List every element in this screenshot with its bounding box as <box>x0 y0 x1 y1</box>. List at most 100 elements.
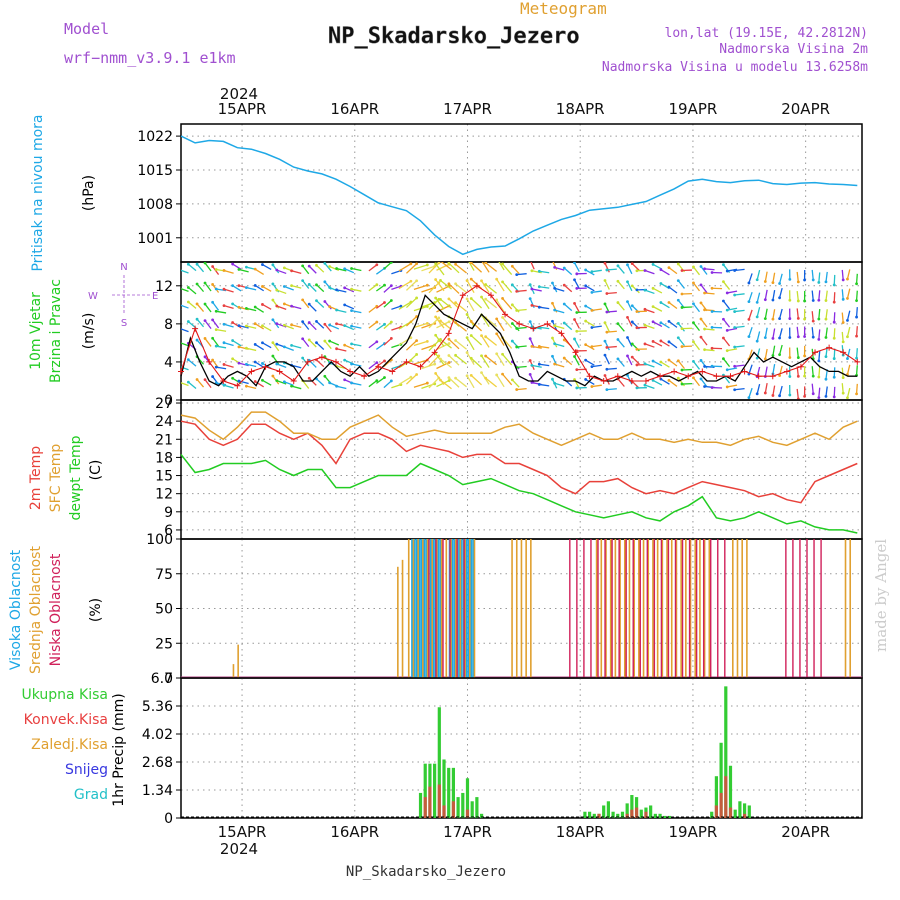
cloud-mid-bar <box>661 539 664 678</box>
wind-gust-marker <box>572 349 579 356</box>
precip-legend-item: Grad <box>74 787 108 803</box>
wind-arrow <box>531 364 542 368</box>
wind-arrow <box>772 309 776 320</box>
wind-arrow <box>383 300 392 308</box>
wind-arrow <box>421 286 435 293</box>
wind-arrow-head <box>350 342 353 346</box>
wind-arrow <box>436 321 450 329</box>
wind-arrow-head <box>553 324 557 328</box>
wind-arrow <box>485 355 498 366</box>
wind-arrow-head <box>551 281 554 285</box>
wind-arrow-head <box>454 262 457 266</box>
wind-arrow-head <box>575 368 579 372</box>
cloud-low-bar <box>799 539 801 678</box>
wind-arrow <box>413 382 428 388</box>
wind-arrow <box>246 325 257 329</box>
wind-arrow <box>846 348 851 359</box>
wind-arrow <box>573 338 580 349</box>
cloud-mid-bar <box>525 539 527 678</box>
wind-arrow <box>700 266 708 275</box>
wind-arrow-head <box>275 268 279 272</box>
precip-total-bar <box>602 805 606 818</box>
wind-arrow-head <box>434 296 438 300</box>
wind-arrow <box>302 280 310 289</box>
wind-arrow-head <box>553 265 557 269</box>
wind-arrow <box>722 358 731 367</box>
wind-arrow <box>778 308 783 319</box>
wind-arrow-head <box>480 279 483 283</box>
wind-arrow <box>764 382 768 394</box>
wind-arrow-head <box>271 318 275 322</box>
wind-arrow-head <box>528 283 532 287</box>
wind-arrow <box>704 292 715 295</box>
cloud-low-bar <box>632 539 634 678</box>
wind-arrow-head <box>515 309 519 312</box>
model-name: wrf−nmm_v3.9.1 e1km <box>64 49 236 67</box>
wind-arrow-head <box>603 374 607 377</box>
wind-arrow-head <box>803 394 806 398</box>
wind-arrow <box>391 305 402 310</box>
wind-arrow-head <box>575 349 579 353</box>
wind-arrow <box>440 379 452 390</box>
wind-arrow-head <box>211 358 215 362</box>
y-tick-label: 1008 <box>137 197 173 213</box>
wind-arrow-head <box>575 311 579 314</box>
credit: made by Angel <box>872 539 890 652</box>
wind-arrow-head <box>415 315 419 318</box>
wind-arrow <box>470 357 483 369</box>
wind-arrow-head <box>855 282 858 286</box>
wind-arrow-head <box>178 268 181 271</box>
wind-arrow-head <box>635 347 639 351</box>
wind-arrow-head <box>469 277 473 281</box>
wind-arrow-head <box>722 263 725 267</box>
wind-arrow <box>756 307 761 318</box>
wind-arrow <box>405 280 418 291</box>
cloud-mid-bar <box>642 539 645 678</box>
wind-arrow-head <box>343 378 347 382</box>
wind-arrow <box>727 290 738 294</box>
wind-arrow-head <box>630 342 634 346</box>
wind-arrow <box>181 271 182 273</box>
wind-arrow-head <box>725 291 729 295</box>
wind-arrow-head <box>222 383 226 387</box>
y-tick-label: 24 <box>155 414 173 430</box>
cloud-high-bar <box>420 539 423 678</box>
wind-arrow-head <box>383 301 386 304</box>
wind-arrow-head <box>178 365 181 368</box>
wind-arrow-head <box>495 317 499 321</box>
wind-arrow <box>440 338 452 349</box>
wind-arrow <box>181 269 189 274</box>
wind-arrow-head <box>350 309 353 313</box>
wind-arrow-head <box>510 264 514 268</box>
cloud-mid-bar <box>459 539 462 678</box>
wind-gust-marker <box>389 368 396 375</box>
wind-arrow-head <box>703 385 706 388</box>
wind-arrow-head <box>626 263 629 267</box>
wind-arrow-head <box>551 354 554 358</box>
wind-arrow-head <box>630 262 634 266</box>
wind-arrow <box>204 303 212 313</box>
wind-arrow-head <box>817 337 821 341</box>
wind-arrow-head <box>562 302 566 306</box>
wind-arrow-head <box>817 396 821 399</box>
wind-arrow-head <box>832 395 836 399</box>
wind-arrow-head <box>605 330 609 334</box>
precip-total-bar <box>475 797 479 818</box>
wind-arrow-head <box>584 319 588 323</box>
wind-arrow <box>511 323 520 332</box>
cloud-low-bar <box>463 539 465 678</box>
wind-arrow <box>284 324 294 330</box>
x-tick-label-top: 15APR <box>218 100 267 118</box>
wind-arrow <box>660 269 670 276</box>
x-tick-label-bottom: 20APR <box>781 823 830 841</box>
wind-gust-marker <box>290 377 297 384</box>
wind-arrow-head <box>469 374 473 377</box>
precip-total-bar <box>616 813 620 818</box>
wind-arrow-head <box>437 316 441 320</box>
wind-arrow <box>818 367 821 378</box>
wind-arrow <box>187 359 197 367</box>
cloud-high-bar <box>453 539 456 678</box>
cloud-low-bar <box>660 539 663 678</box>
wind-arrow-head <box>203 337 207 340</box>
wind-arrow-head <box>171 377 174 380</box>
